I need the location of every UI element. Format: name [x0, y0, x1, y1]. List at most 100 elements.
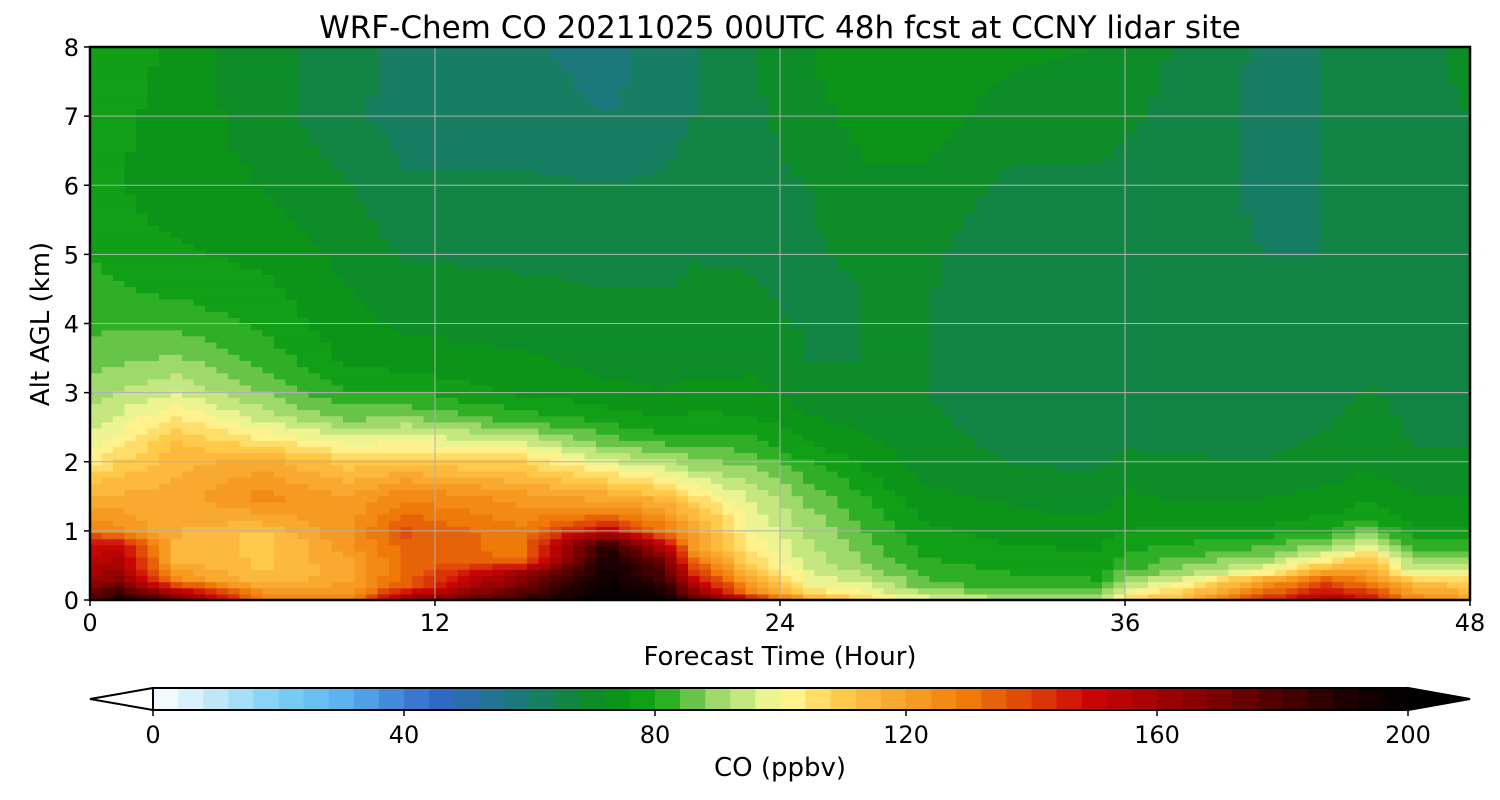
heat-cell [377, 249, 390, 257]
heat-cell [573, 526, 586, 534]
heat-cell [159, 464, 172, 472]
heat-cell [504, 569, 517, 577]
heat-cell [584, 440, 597, 447]
heat-cell [251, 378, 264, 386]
heat-cell [469, 341, 482, 349]
heat-cell [504, 114, 517, 122]
heat-cell [170, 427, 183, 435]
heat-cell [170, 243, 183, 251]
heat-cell [561, 169, 574, 177]
heat-cell [722, 520, 735, 527]
heat-cell [527, 397, 540, 404]
heat-cell [101, 292, 114, 300]
heat-cell [400, 231, 413, 239]
heat-cell [630, 464, 643, 472]
heat-cell [596, 90, 609, 97]
heat-cell [469, 329, 482, 337]
heat-cell [584, 587, 597, 595]
heat-cell [147, 200, 160, 208]
heat-cell [458, 495, 471, 503]
heat-cell [251, 151, 264, 159]
heat-cell [481, 59, 494, 67]
heat-cell [366, 311, 379, 318]
heat-cell [228, 421, 241, 429]
heat-cell [354, 563, 367, 570]
heat-cell [389, 77, 402, 85]
heat-cell [205, 243, 218, 251]
heat-cell [90, 298, 103, 306]
heat-cell [297, 513, 310, 521]
heat-cell [446, 200, 459, 208]
heat-cell [366, 526, 379, 534]
heat-cell [182, 569, 195, 577]
heat-cell [205, 255, 218, 263]
heat-cell [159, 225, 172, 232]
heat-cell [676, 366, 689, 374]
heat-cell [377, 176, 390, 183]
heat-cell [573, 366, 586, 374]
heat-cell [665, 415, 678, 423]
heat-cell [527, 403, 540, 411]
heat-cell [607, 139, 620, 146]
heat-cell [619, 126, 632, 134]
heat-cell [481, 507, 494, 515]
heat-cell [159, 520, 172, 527]
heat-cell [90, 243, 103, 251]
heat-cell [331, 274, 344, 282]
heat-cell [101, 372, 114, 380]
heat-cell [90, 71, 103, 79]
heat-cell [320, 329, 333, 337]
heat-cell [573, 415, 586, 423]
heat-cell [377, 434, 390, 441]
heat-cell [147, 274, 160, 282]
heat-cell [90, 341, 103, 349]
heat-cell [113, 47, 126, 54]
heat-cell [676, 157, 689, 165]
heat-cell [561, 581, 574, 589]
heat-cell [665, 538, 678, 546]
heat-cell [320, 434, 333, 441]
heat-cell [561, 360, 574, 368]
heat-cell [492, 409, 505, 417]
heat-cell [446, 323, 459, 331]
heat-cell [469, 520, 482, 527]
heat-cell [239, 341, 252, 349]
heat-cell [665, 427, 678, 435]
heat-cell [251, 489, 264, 497]
heat-cell [699, 157, 712, 165]
heat-cell [630, 575, 643, 583]
heat-cell [343, 219, 356, 226]
heat-cell [492, 415, 505, 423]
heat-cell [607, 243, 620, 251]
heat-cell [101, 477, 114, 484]
heat-cell [699, 286, 712, 294]
heat-cell [665, 237, 678, 245]
heat-cell [274, 415, 287, 423]
heat-cell [389, 544, 402, 552]
heat-cell [170, 231, 183, 239]
heat-cell [630, 212, 643, 220]
heat-cell [619, 65, 632, 73]
heat-cell [101, 157, 114, 165]
heat-cell [699, 176, 712, 183]
heat-cell [527, 477, 540, 484]
heat-cell [366, 225, 379, 232]
heat-cell [573, 550, 586, 558]
heat-cell [538, 563, 551, 570]
heat-cell [147, 120, 160, 128]
heat-cell [216, 384, 229, 392]
heat-cell [239, 366, 252, 374]
heat-cell [665, 274, 678, 282]
heat-cell [481, 384, 494, 392]
heat-cell [228, 145, 241, 153]
heat-cell [711, 526, 724, 534]
heat-cell [653, 311, 666, 318]
heat-cell [136, 403, 149, 411]
heat-cell [90, 280, 103, 288]
heat-cell [389, 274, 402, 282]
heat-cell [159, 440, 172, 447]
heat-cell [159, 120, 172, 128]
heat-cell [435, 298, 448, 306]
heat-cell [136, 212, 149, 220]
heat-cell [251, 470, 264, 478]
